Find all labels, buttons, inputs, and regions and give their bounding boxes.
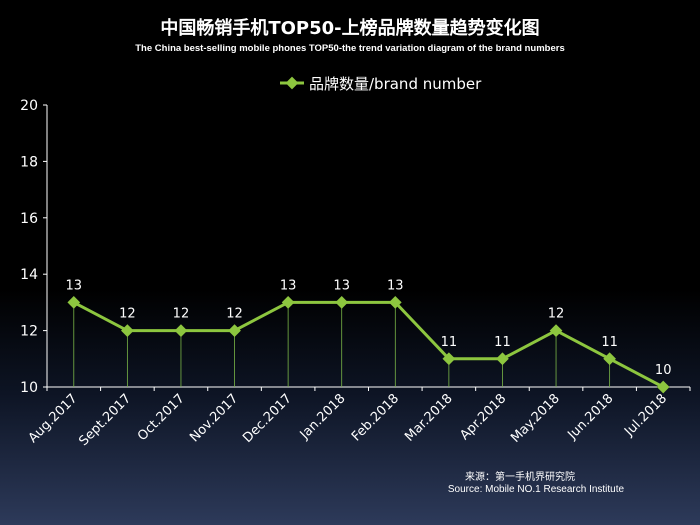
x-tick-label: Jan.2018 (297, 391, 349, 443)
legend-marker (285, 76, 299, 90)
legend-label: 品牌数量/brand number (309, 75, 482, 93)
data-label: 12 (119, 307, 136, 322)
x-tick-label: Aug.2017 (26, 391, 81, 446)
data-label: 10 (655, 363, 672, 378)
series-line (73, 300, 664, 389)
data-point (549, 324, 563, 337)
y-tick-label: 10 (20, 380, 38, 396)
data-point (174, 324, 188, 337)
data-point (496, 352, 509, 366)
data-label: 12 (226, 307, 243, 322)
x-tick-label: Oct.2017 (135, 391, 188, 444)
source-cn: 来源：第一手机界研究院 (465, 470, 575, 483)
y-tick-label: 18 (20, 154, 38, 170)
data-point (335, 296, 349, 309)
y-tick-label: 16 (20, 211, 38, 227)
x-tick-label: Jun.2018 (564, 391, 616, 443)
data-point (121, 324, 134, 337)
data-point (67, 296, 81, 309)
chart-title: 中国畅销手机TOP50-上榜品牌数量趋势变化图 (160, 17, 539, 39)
data-label: 13 (280, 278, 297, 293)
legend: 品牌数量/brand number (280, 75, 482, 93)
x-tick-label: Dec.2017 (240, 391, 295, 446)
data-label: 11 (601, 335, 618, 350)
x-tick-label: Mar.2018 (402, 391, 455, 444)
data-label: 13 (387, 278, 404, 293)
data-label: 11 (441, 335, 458, 350)
x-tick-label: Jul.2018 (621, 391, 670, 440)
data-point (281, 296, 295, 309)
y-tick-label: 14 (20, 267, 38, 283)
data-label: 13 (66, 278, 83, 293)
x-tick-label: Sept.2017 (76, 391, 134, 449)
data-point (442, 352, 456, 366)
data-point (388, 296, 402, 309)
data-label: 13 (333, 278, 350, 293)
data-point (228, 324, 241, 337)
y-tick-label: 12 (20, 324, 38, 340)
x-tick-label: Nov.2017 (187, 391, 241, 445)
data-label: 12 (548, 307, 565, 322)
data-point (603, 352, 616, 366)
x-tick-label: Apr.2018 (457, 391, 509, 443)
source-en: Source: Mobile NO.1 Research Institute (448, 484, 625, 495)
x-tick-label: May.2018 (508, 391, 563, 446)
x-tick-label: Feb.2018 (349, 391, 402, 444)
chart-subtitle: The China best-selling mobile phones TOP… (135, 43, 565, 54)
data-label: 11 (494, 335, 511, 350)
y-tick-label: 20 (20, 98, 38, 114)
data-label: 12 (173, 307, 190, 322)
